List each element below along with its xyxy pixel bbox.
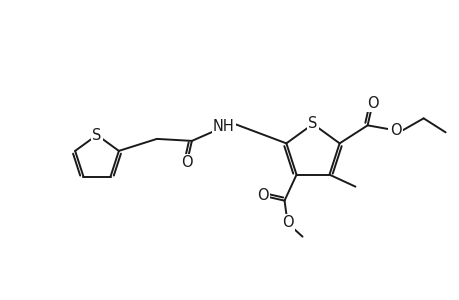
Text: O: O — [281, 215, 293, 230]
Text: O: O — [389, 123, 401, 138]
Text: O: O — [181, 155, 192, 170]
Text: S: S — [308, 116, 317, 131]
Text: S: S — [92, 128, 101, 142]
Text: NH: NH — [213, 119, 234, 134]
Text: O: O — [256, 188, 268, 203]
Text: O: O — [366, 96, 378, 111]
